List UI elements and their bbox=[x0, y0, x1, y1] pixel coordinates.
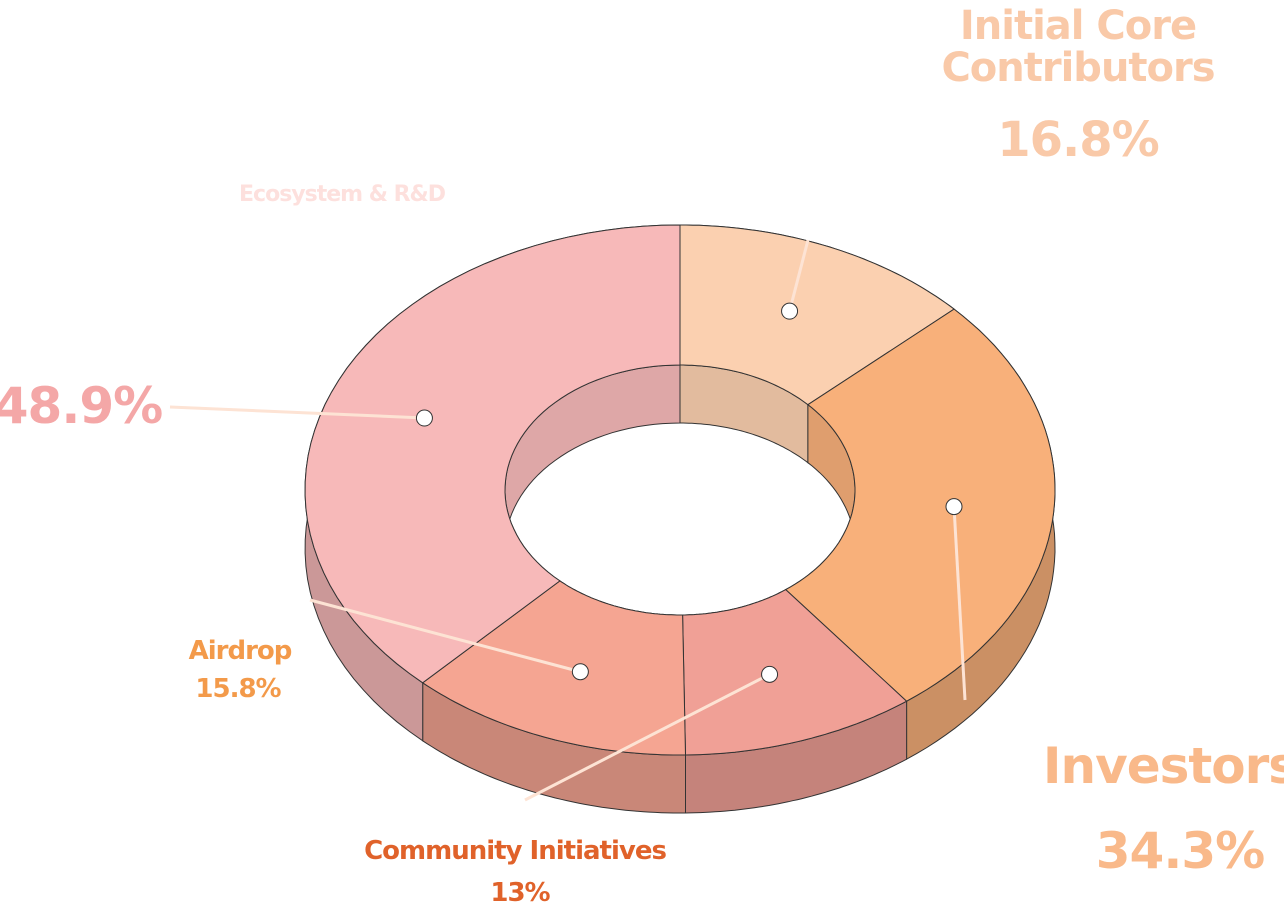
value-label: 48.9% bbox=[0, 377, 163, 435]
value-label: 34.3% bbox=[1095, 822, 1265, 880]
leader-line bbox=[169, 405, 425, 420]
leader-line bbox=[952, 506, 967, 701]
leader-line bbox=[309, 598, 581, 674]
slice-marker bbox=[781, 302, 799, 320]
slice bbox=[304, 224, 681, 684]
category-label: Airdrop bbox=[188, 636, 293, 666]
leader-line bbox=[524, 673, 771, 802]
slice-marker bbox=[945, 498, 963, 516]
category-label: Ecosystem & R&D bbox=[239, 182, 446, 207]
category-label: Initial Core Contributors bbox=[941, 3, 1215, 91]
leader-line bbox=[788, 239, 810, 312]
value-label: 15.8% bbox=[195, 674, 281, 704]
value-label: 16.8% bbox=[997, 112, 1160, 168]
slice-marker bbox=[761, 665, 779, 683]
slice-marker bbox=[571, 663, 589, 681]
category-label: Community Initiatives bbox=[364, 836, 667, 866]
slice-marker bbox=[415, 409, 433, 427]
value-label: 13% bbox=[490, 878, 550, 908]
category-label: Investors bbox=[1042, 737, 1284, 795]
